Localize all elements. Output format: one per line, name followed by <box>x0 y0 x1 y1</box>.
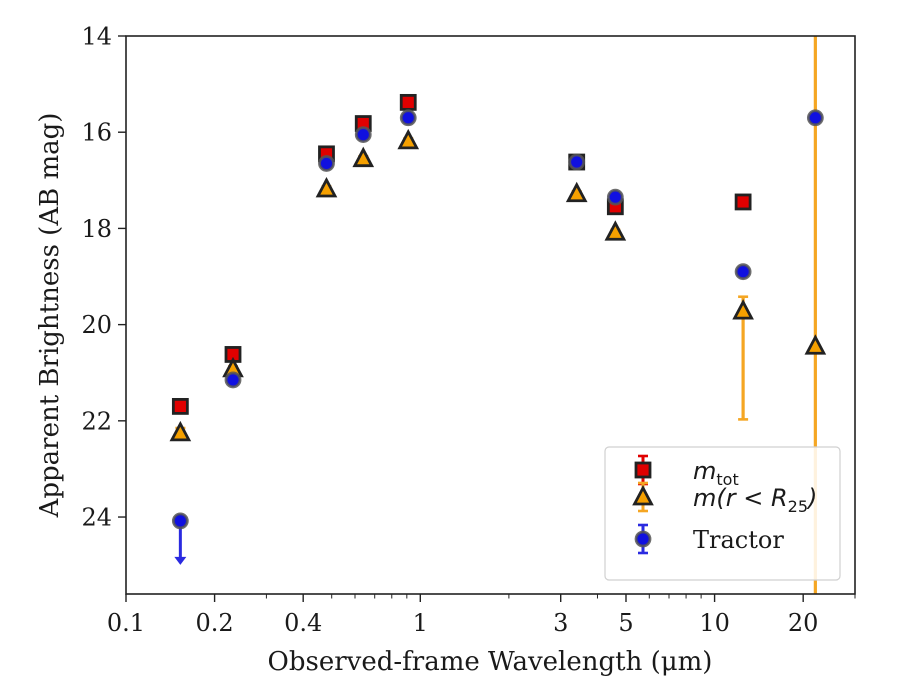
x-tick-label: 1 <box>413 609 428 637</box>
y-tick-label: 18 <box>81 215 112 243</box>
plot-frame <box>125 35 856 595</box>
data-point-triangle <box>732 299 754 320</box>
data-point-circle <box>224 371 242 389</box>
x-axis-label: Observed-frame Wavelength (μm) <box>268 647 713 677</box>
x-tick-label: 5 <box>618 609 633 637</box>
data-point-circle <box>806 109 824 127</box>
x-tick-label: 0.1 <box>107 609 145 637</box>
legend-marker-square <box>634 461 652 479</box>
legend-label: m(r < R25) <box>693 484 817 516</box>
data-point-triangle <box>604 220 627 241</box>
legend-marker-triangle <box>632 485 654 506</box>
data-point-triangle <box>352 146 375 168</box>
data-point-circle <box>318 155 335 172</box>
x-tick-label: 3 <box>553 609 568 637</box>
data-point-triangle <box>315 176 338 198</box>
legend-label: Tractor <box>693 526 784 554</box>
y-tick-label: 16 <box>81 119 112 147</box>
x-tick-label: 20 <box>788 609 819 637</box>
x-tick-label: 10 <box>699 609 730 637</box>
data-point-circle <box>171 512 189 530</box>
axis-ticks: 0.1 0.2 0.4 1 3 5 10 20 14 16 18 20 22 24 <box>81 23 856 637</box>
markers <box>169 93 827 530</box>
legend-box <box>604 446 841 581</box>
data-point-triangle <box>804 334 827 355</box>
y-tick-label: 14 <box>81 23 112 51</box>
data-point-circle <box>354 126 372 144</box>
upper-limit-arrowhead <box>174 556 187 565</box>
data-point-circle <box>734 263 752 281</box>
y-tick-label: 22 <box>81 407 112 435</box>
data-point-triangle <box>565 181 588 203</box>
y-tick-label: 24 <box>81 504 112 532</box>
data-point-circle <box>568 153 586 171</box>
y-axis-label: Apparent Brightness (AB mag) <box>35 113 65 519</box>
data-point-triangle <box>169 420 192 442</box>
y-tick-label: 20 <box>81 311 112 339</box>
legend-marker-circle <box>634 530 652 548</box>
x-tick-label: 0.4 <box>284 609 322 637</box>
data-point-square <box>171 397 189 415</box>
data-point-circle <box>606 188 624 206</box>
legend-label: mtot <box>693 457 739 489</box>
data-point-triangle <box>397 128 420 150</box>
data-point-circle <box>399 109 417 127</box>
data-point-square <box>399 93 417 111</box>
x-tick-label: 0.2 <box>196 609 234 637</box>
data-point-square <box>734 193 752 211</box>
